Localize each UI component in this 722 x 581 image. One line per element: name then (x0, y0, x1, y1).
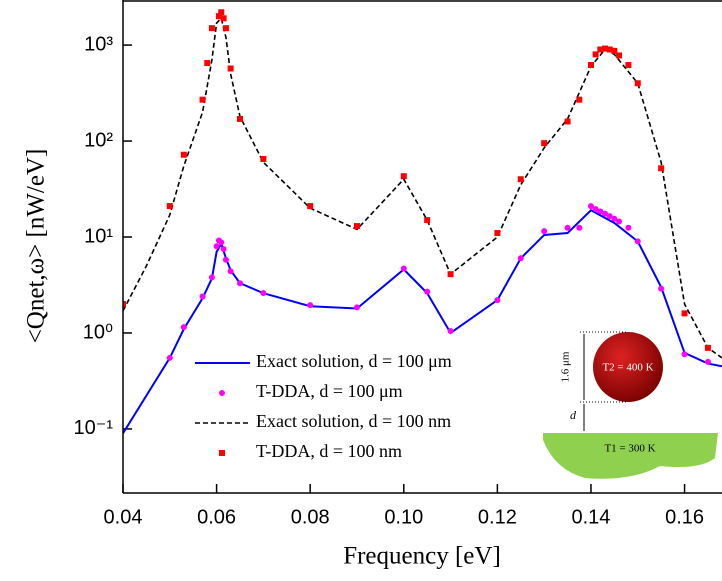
point (602, 45, 609, 52)
legend-swatch (219, 450, 225, 456)
point (704, 358, 711, 365)
point (208, 25, 215, 32)
point (606, 213, 613, 220)
point (123, 301, 126, 308)
y-tick-label: 10¹ (84, 225, 113, 247)
point (180, 151, 187, 158)
point (611, 215, 618, 222)
point (215, 13, 222, 20)
x-axis-title: Frequency [eV] (343, 543, 501, 570)
point (616, 52, 623, 59)
legend-label: Exact solution, d = 100 μm (256, 351, 452, 371)
point (576, 224, 583, 231)
inset-label: T1 = 300 K (604, 443, 655, 455)
y-tick-label: 10⁻¹ (74, 417, 114, 439)
x-tick-label: 0.12 (478, 506, 517, 528)
point (307, 302, 314, 309)
point (213, 243, 220, 250)
point (424, 288, 431, 295)
plot-area (123, 9, 722, 434)
legend-label: T-DDA, d = 100 nm (256, 441, 402, 461)
inset-label: d (570, 408, 577, 422)
y-tick-label: 10² (84, 129, 113, 151)
point (517, 176, 524, 183)
point (208, 274, 215, 281)
point (587, 62, 594, 69)
point (602, 210, 609, 217)
point (447, 271, 454, 278)
inset-label: 1.6 μm (560, 351, 572, 382)
point (227, 268, 234, 275)
point (681, 351, 688, 358)
point (517, 255, 524, 262)
series-line (123, 16, 722, 359)
point (220, 246, 227, 253)
point (400, 173, 407, 180)
point (658, 165, 665, 172)
point (199, 96, 206, 103)
point (180, 324, 187, 331)
point (541, 140, 548, 147)
point (260, 290, 267, 297)
point (494, 297, 501, 304)
point (625, 62, 632, 69)
point (166, 203, 173, 210)
point (634, 238, 641, 245)
point (220, 15, 227, 22)
point (606, 46, 613, 53)
point (564, 118, 571, 125)
point (218, 9, 225, 16)
point (166, 354, 173, 361)
point (353, 304, 360, 311)
point (400, 265, 407, 272)
point (587, 203, 594, 210)
point (658, 285, 665, 292)
point (634, 80, 641, 87)
point (236, 280, 243, 287)
point (222, 25, 229, 32)
x-tick-label: 0.04 (104, 506, 143, 528)
x-tick-label: 0.14 (572, 506, 611, 528)
point (541, 228, 548, 235)
point (704, 344, 711, 351)
point (625, 224, 632, 231)
plate (543, 433, 718, 479)
y-axis-title: <Qnet,ω> [nW/eV] (23, 149, 50, 344)
x-tick-label: 0.06 (197, 506, 236, 528)
inset: 1.6 μm d T2 = 400 K T1 = 300 K (543, 331, 718, 479)
point (592, 206, 599, 213)
point (236, 115, 243, 122)
point (447, 327, 454, 334)
inset-label: T2 = 400 K (602, 362, 653, 374)
point (353, 223, 360, 230)
x-tick-label: 0.16 (665, 506, 704, 528)
point (564, 224, 571, 231)
point (616, 218, 623, 225)
y-tick-label: 10³ (84, 33, 113, 55)
legend-label: T-DDA, d = 100 μm (256, 381, 403, 401)
point (199, 293, 206, 300)
point (597, 46, 604, 53)
point (222, 256, 229, 263)
point (227, 65, 234, 72)
y-tick-label: 10⁰ (83, 321, 113, 343)
point (681, 310, 688, 317)
point (307, 203, 314, 210)
point (218, 239, 225, 246)
point (494, 230, 501, 237)
x-tick-label: 0.08 (291, 506, 330, 528)
point (424, 217, 431, 224)
point (576, 96, 583, 103)
point (597, 208, 604, 215)
point (204, 60, 211, 67)
sphere (593, 332, 663, 402)
point (592, 51, 599, 58)
legend-label: Exact solution, d = 100 nm (256, 411, 451, 431)
x-tick-label: 0.10 (384, 506, 423, 528)
point (611, 47, 618, 54)
legend-swatch (219, 390, 225, 396)
point (260, 156, 267, 163)
